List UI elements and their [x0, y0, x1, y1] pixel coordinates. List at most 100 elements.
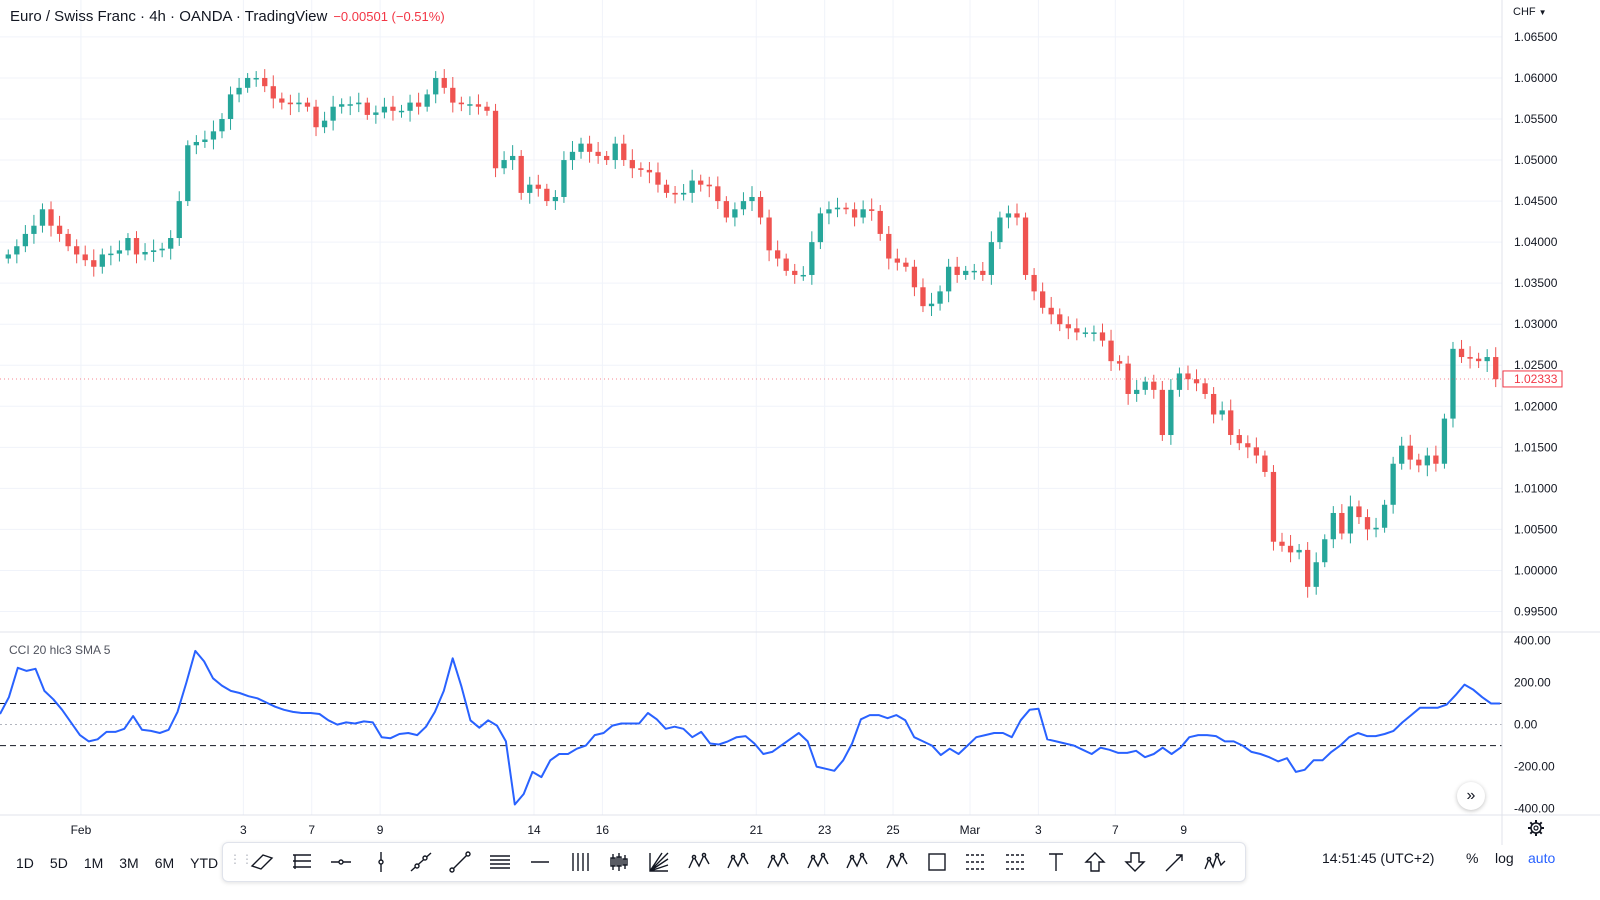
candle-body: [501, 160, 507, 169]
drag-handle-icon[interactable]: ⋮⋮: [229, 852, 253, 866]
candle-body: [1176, 373, 1183, 390]
candle-body: [689, 180, 695, 193]
clock[interactable]: 14:51:45 (UTC+2): [1322, 850, 1435, 866]
arrow-down-tool-button[interactable]: [1118, 847, 1152, 877]
candle-body: [518, 155, 524, 193]
cypher-pattern-tool-button[interactable]: [801, 847, 835, 877]
xabcd-ac-tool-button[interactable]: [721, 847, 755, 877]
candle-body: [1014, 213, 1020, 218]
candle-body: [1493, 357, 1499, 380]
trend-line-tool-button[interactable]: [443, 847, 477, 877]
price-tick-label: 1.04500: [1514, 194, 1558, 208]
candle-body: [304, 102, 311, 107]
parallel-channel-tool-button[interactable]: [245, 847, 279, 877]
candle-body: [492, 110, 499, 169]
xabcd-ae-tool-button[interactable]: [761, 847, 795, 877]
candle-body: [296, 102, 302, 105]
time-tick-label: 16: [596, 823, 610, 837]
candle-body: [1236, 435, 1242, 444]
tf-1m[interactable]: 1M: [83, 855, 104, 871]
scroll-to-realtime-button[interactable]: »: [1457, 782, 1485, 810]
tf-3m[interactable]: 3M: [119, 855, 139, 871]
xabcd-15-tool-button[interactable]: [682, 847, 716, 877]
tf-6m[interactable]: 6M: [154, 855, 175, 871]
candle-body: [287, 102, 294, 105]
candle-series: [5, 69, 1499, 598]
rectangle-tool-button[interactable]: [920, 847, 954, 877]
candle-body: [1364, 517, 1371, 530]
candle-body: [792, 270, 798, 275]
candle-body: [390, 106, 396, 111]
gann-fan-icon: [649, 852, 669, 872]
time-tick-label: 7: [308, 823, 315, 837]
fib-channel-tool-button[interactable]: [999, 847, 1033, 877]
elliott-wave-tool-button[interactable]: [1198, 847, 1232, 877]
candle-body: [612, 143, 618, 161]
wy-pattern-tool-button[interactable]: [840, 847, 874, 877]
candle-body: [31, 225, 37, 234]
candle-body: [1185, 373, 1191, 380]
candle-body: [903, 262, 909, 267]
candle-body: [851, 209, 858, 218]
horizontal-ray-tool-button[interactable]: [324, 847, 358, 877]
horizontal-lines-tool-button[interactable]: [483, 847, 517, 877]
time-tick-label: Feb: [71, 823, 92, 837]
currency-menu[interactable]: CHF ▼: [1513, 6, 1547, 18]
fib-retracement-tool-button[interactable]: [959, 847, 993, 877]
time-tick-label: 21: [750, 823, 764, 837]
candle-body: [535, 184, 541, 189]
candle-body: [150, 250, 157, 252]
candle-body: [1074, 328, 1080, 333]
extended-line-tool-button[interactable]: [404, 847, 438, 877]
candle-body: [210, 131, 217, 140]
tf-ytd[interactable]: YTD: [190, 855, 219, 871]
candle-body: [381, 106, 388, 113]
timeframe-bar: 1D 5D 1M 3M 6M YTD 1Y: [0, 846, 259, 880]
cci-grid: [0, 632, 1502, 815]
tf-5d[interactable]: 5D: [49, 855, 68, 871]
gann-fan-tool-button[interactable]: [642, 847, 676, 877]
price-tick-label: 1.02500: [1514, 358, 1558, 372]
last-price-label: 1.02333: [1514, 372, 1558, 386]
candle-body: [1305, 549, 1311, 587]
candle-body: [732, 209, 738, 218]
horizontal-line-tool-button[interactable]: [523, 847, 557, 877]
gear-icon[interactable]: [1526, 818, 1546, 838]
candle-body: [236, 87, 242, 95]
horizontal-ray-icon: [331, 859, 352, 865]
vertical-line-tool-button[interactable]: [364, 847, 398, 877]
candle-body: [1168, 389, 1174, 436]
candle-body: [1262, 455, 1268, 472]
candle-body: [911, 266, 918, 288]
candle-body: [1484, 357, 1490, 362]
candle-body: [458, 102, 464, 105]
text-tool-button[interactable]: [1039, 847, 1073, 877]
head-shoulders-tool-button[interactable]: [880, 847, 914, 877]
candle-body: [1475, 358, 1482, 362]
arrow-marker-tool-button[interactable]: [1158, 847, 1192, 877]
long-candles-tool-button[interactable]: [602, 847, 636, 877]
price-tick-label: 1.00000: [1514, 563, 1558, 577]
candle-body: [1151, 381, 1157, 390]
candle-body: [1193, 379, 1200, 384]
indicator-label[interactable]: CCI 20 hlc3 SMA 5: [9, 643, 111, 657]
vertical-lines-tool-button[interactable]: [563, 847, 597, 877]
time-tick-label: 9: [1180, 823, 1187, 837]
price-change: −0.00501 (−0.51%): [333, 9, 445, 24]
log-toggle[interactable]: log: [1495, 850, 1514, 866]
tf-1d[interactable]: 1D: [16, 855, 34, 871]
candle-body: [219, 119, 225, 132]
arrow-up-tool-button[interactable]: [1078, 847, 1112, 877]
candle-body: [578, 143, 584, 152]
candle-body: [433, 77, 439, 95]
symbol-title[interactable]: Euro / Swiss Franc · 4h · OANDA · Tradin…: [10, 8, 328, 25]
pitchfork-tool-button[interactable]: [285, 847, 319, 877]
candle-body: [1082, 332, 1089, 334]
candle-body: [715, 186, 721, 202]
symbol-header[interactable]: Euro / Swiss Franc · 4h · OANDA · Tradin…: [10, 8, 445, 25]
percent-toggle[interactable]: %: [1466, 850, 1479, 866]
auto-toggle[interactable]: auto: [1528, 850, 1556, 866]
candle-body: [5, 254, 11, 259]
price-tick-label: 1.00500: [1514, 522, 1558, 536]
